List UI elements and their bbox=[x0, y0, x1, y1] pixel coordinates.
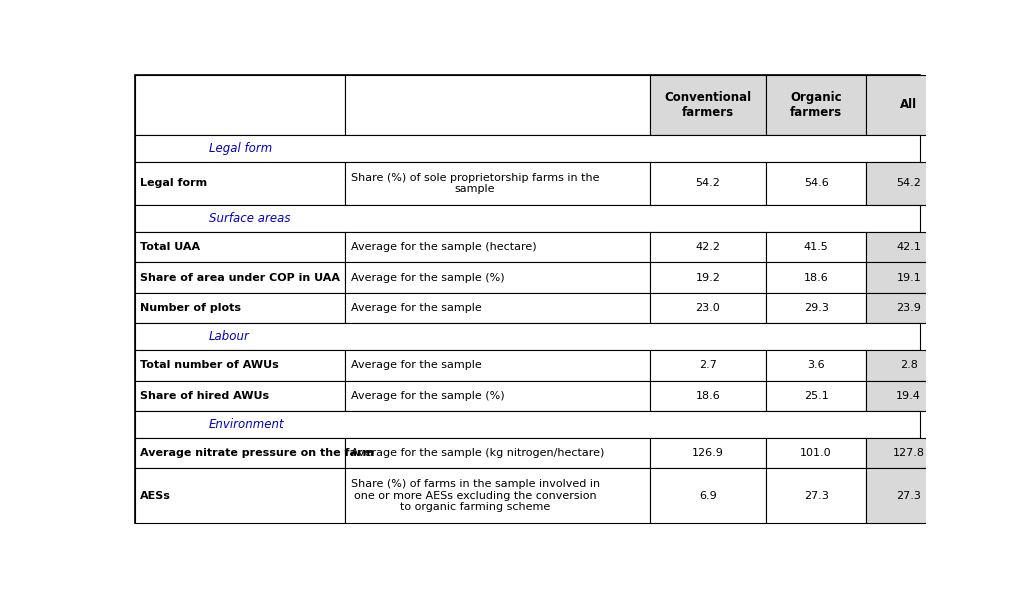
Text: 27.3: 27.3 bbox=[896, 491, 921, 501]
Text: 54.2: 54.2 bbox=[696, 178, 720, 188]
Bar bbox=[649, 381, 766, 411]
Text: Average nitrate pressure on the farm: Average nitrate pressure on the farm bbox=[140, 448, 374, 458]
Bar bbox=[766, 292, 866, 323]
Text: Average for the sample: Average for the sample bbox=[351, 303, 482, 313]
Bar bbox=[135, 468, 346, 523]
Bar bbox=[866, 438, 951, 468]
Bar bbox=[346, 75, 649, 135]
Bar bbox=[346, 350, 649, 381]
Bar bbox=[649, 292, 766, 323]
Text: 19.1: 19.1 bbox=[896, 272, 921, 282]
Text: Total UAA: Total UAA bbox=[140, 242, 200, 252]
Bar bbox=[866, 162, 951, 205]
Bar bbox=[135, 350, 346, 381]
Text: 2.7: 2.7 bbox=[699, 361, 717, 371]
Bar bbox=[649, 350, 766, 381]
Text: Total number of AWUs: Total number of AWUs bbox=[140, 361, 279, 371]
Text: Average for the sample (%): Average for the sample (%) bbox=[351, 391, 504, 401]
Text: Average for the sample (hectare): Average for the sample (hectare) bbox=[351, 242, 536, 252]
Text: Number of plots: Number of plots bbox=[140, 303, 241, 313]
Text: 23.0: 23.0 bbox=[696, 303, 720, 313]
Bar bbox=[866, 232, 951, 262]
Text: 54.2: 54.2 bbox=[896, 178, 921, 188]
Bar bbox=[346, 262, 649, 292]
Text: Conventional
farmers: Conventional farmers bbox=[665, 91, 751, 119]
Text: Average for the sample: Average for the sample bbox=[351, 361, 482, 371]
Text: 18.6: 18.6 bbox=[804, 272, 828, 282]
Text: 29.3: 29.3 bbox=[804, 303, 828, 313]
Bar bbox=[766, 468, 866, 523]
Bar bbox=[766, 162, 866, 205]
Text: 41.5: 41.5 bbox=[804, 242, 828, 252]
Bar bbox=[649, 262, 766, 292]
Text: Labour: Labour bbox=[209, 330, 249, 343]
Bar bbox=[866, 468, 951, 523]
Bar bbox=[866, 292, 951, 323]
Bar bbox=[135, 292, 346, 323]
Bar bbox=[649, 75, 766, 135]
Text: All: All bbox=[900, 98, 917, 111]
Bar bbox=[346, 468, 649, 523]
Bar bbox=[766, 438, 866, 468]
Bar bbox=[649, 438, 766, 468]
Bar bbox=[135, 135, 920, 162]
Bar bbox=[135, 262, 346, 292]
Text: 27.3: 27.3 bbox=[804, 491, 828, 501]
Text: 25.1: 25.1 bbox=[804, 391, 828, 401]
Text: Share (%) of sole proprietorship farms in the
sample: Share (%) of sole proprietorship farms i… bbox=[351, 173, 599, 194]
Bar bbox=[766, 350, 866, 381]
Bar bbox=[346, 381, 649, 411]
Bar bbox=[766, 75, 866, 135]
Bar bbox=[766, 232, 866, 262]
Text: Average for the sample (kg nitrogen/hectare): Average for the sample (kg nitrogen/hect… bbox=[351, 448, 604, 458]
Text: Share of area under COP in UAA: Share of area under COP in UAA bbox=[140, 272, 340, 282]
Bar bbox=[766, 262, 866, 292]
Bar bbox=[346, 162, 649, 205]
Bar bbox=[346, 232, 649, 262]
Bar bbox=[649, 468, 766, 523]
Bar bbox=[135, 381, 346, 411]
Bar bbox=[346, 292, 649, 323]
Text: 6.9: 6.9 bbox=[699, 491, 717, 501]
Bar bbox=[766, 381, 866, 411]
Bar bbox=[649, 232, 766, 262]
Text: 19.2: 19.2 bbox=[696, 272, 720, 282]
Bar bbox=[135, 232, 346, 262]
Text: Surface areas: Surface areas bbox=[209, 212, 290, 225]
Text: Share (%) of farms in the sample involved in
one or more AESs excluding the conv: Share (%) of farms in the sample involve… bbox=[351, 479, 600, 513]
Text: 2.8: 2.8 bbox=[899, 361, 918, 371]
Bar bbox=[135, 323, 920, 350]
Bar bbox=[866, 381, 951, 411]
Text: Average for the sample (%): Average for the sample (%) bbox=[351, 272, 504, 282]
Text: 101.0: 101.0 bbox=[801, 448, 832, 458]
Bar bbox=[135, 411, 920, 438]
Text: 3.6: 3.6 bbox=[808, 361, 825, 371]
Bar bbox=[346, 438, 649, 468]
Text: AESs: AESs bbox=[140, 491, 171, 501]
Bar bbox=[866, 75, 951, 135]
Bar bbox=[135, 438, 346, 468]
Text: Organic
farmers: Organic farmers bbox=[790, 91, 842, 119]
Bar bbox=[135, 75, 346, 135]
Text: Legal form: Legal form bbox=[209, 142, 272, 155]
Bar bbox=[649, 162, 766, 205]
Text: 127.8: 127.8 bbox=[893, 448, 925, 458]
Text: Legal form: Legal form bbox=[140, 178, 207, 188]
Text: 19.4: 19.4 bbox=[896, 391, 921, 401]
Text: 42.2: 42.2 bbox=[696, 242, 720, 252]
Text: Environment: Environment bbox=[209, 418, 284, 431]
Text: 23.9: 23.9 bbox=[896, 303, 921, 313]
Bar bbox=[866, 262, 951, 292]
Text: 126.9: 126.9 bbox=[691, 448, 723, 458]
Text: Share of hired AWUs: Share of hired AWUs bbox=[140, 391, 269, 401]
Text: 18.6: 18.6 bbox=[696, 391, 720, 401]
Bar bbox=[866, 350, 951, 381]
Text: 42.1: 42.1 bbox=[896, 242, 921, 252]
Bar bbox=[135, 205, 920, 232]
Bar bbox=[135, 162, 346, 205]
Text: 54.6: 54.6 bbox=[804, 178, 828, 188]
